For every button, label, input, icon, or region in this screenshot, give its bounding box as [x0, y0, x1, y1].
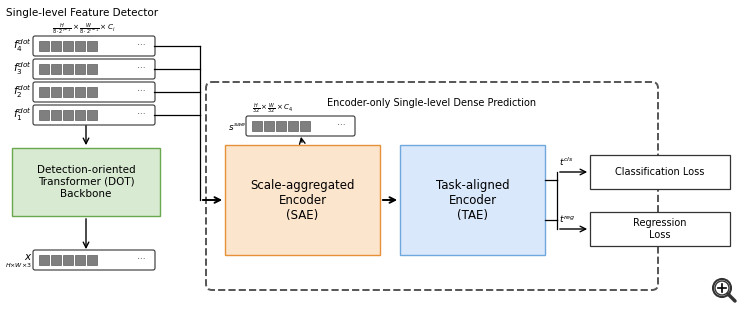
Bar [39, 64, 49, 74]
Text: $t^{reg}$: $t^{reg}$ [559, 213, 575, 225]
Bar [63, 110, 73, 120]
Bar [300, 121, 310, 131]
Bar [75, 87, 85, 97]
Text: Detection-oriented
Transformer (DOT)
Backbone: Detection-oriented Transformer (DOT) Bac… [37, 165, 135, 199]
FancyBboxPatch shape [33, 59, 155, 79]
Bar [276, 121, 286, 131]
Text: $H{\times}W{\times}3$: $H{\times}W{\times}3$ [5, 261, 32, 269]
FancyBboxPatch shape [33, 105, 155, 125]
Text: $x$: $x$ [23, 252, 32, 262]
Bar [87, 41, 97, 51]
Bar [51, 87, 61, 97]
Bar [75, 255, 85, 265]
Bar [51, 255, 61, 265]
FancyBboxPatch shape [33, 82, 155, 102]
Text: ···: ··· [136, 65, 146, 74]
Text: $\frac{H}{32} \times \frac{W}{32} \times C_4$: $\frac{H}{32} \times \frac{W}{32} \times… [252, 102, 293, 116]
Text: ···: ··· [337, 121, 345, 130]
Text: $t^{cls}$: $t^{cls}$ [559, 156, 574, 168]
Text: $\frac{H}{8 \cdot 2^{i-1}} \times \frac{W}{8 \cdot 2^{i-1}} \times C_i$: $\frac{H}{8 \cdot 2^{i-1}} \times \frac{… [52, 22, 116, 37]
Bar [75, 110, 85, 120]
Bar [39, 255, 49, 265]
Bar [39, 87, 49, 97]
FancyBboxPatch shape [225, 145, 380, 255]
Text: ···: ··· [136, 87, 146, 96]
Text: Single-level Feature Detector: Single-level Feature Detector [6, 8, 158, 18]
Bar [63, 87, 73, 97]
Text: Regression
Loss: Regression Loss [633, 218, 687, 240]
FancyBboxPatch shape [590, 212, 730, 246]
Bar [87, 64, 97, 74]
Bar [39, 110, 49, 120]
Text: Encoder-only Single-level Dense Prediction: Encoder-only Single-level Dense Predicti… [328, 98, 536, 108]
Bar [75, 64, 85, 74]
Bar [39, 41, 49, 51]
Text: $f_1^{dot}$: $f_1^{dot}$ [13, 107, 32, 124]
Bar [51, 110, 61, 120]
Bar [63, 64, 73, 74]
Bar [87, 87, 97, 97]
FancyBboxPatch shape [590, 155, 730, 189]
Text: $f_3^{dot}$: $f_3^{dot}$ [13, 61, 32, 77]
FancyBboxPatch shape [12, 148, 160, 216]
Bar [63, 255, 73, 265]
Bar [252, 121, 262, 131]
FancyBboxPatch shape [33, 250, 155, 270]
Bar [51, 64, 61, 74]
FancyBboxPatch shape [246, 116, 355, 136]
Text: ···: ··· [136, 41, 146, 51]
Bar [87, 255, 97, 265]
Text: Task-aligned
Encoder
(TAE): Task-aligned Encoder (TAE) [436, 178, 509, 222]
Bar [87, 110, 97, 120]
FancyBboxPatch shape [33, 36, 155, 56]
Bar [75, 41, 85, 51]
Text: $f_2^{dot}$: $f_2^{dot}$ [13, 84, 32, 100]
Circle shape [713, 279, 731, 297]
Bar [63, 41, 73, 51]
Bar [51, 41, 61, 51]
Text: $s^{sae}$: $s^{sae}$ [228, 120, 246, 131]
Text: $f_4^{dot}$: $f_4^{dot}$ [13, 38, 32, 54]
FancyBboxPatch shape [400, 145, 545, 255]
Bar [264, 121, 274, 131]
Text: ···: ··· [136, 256, 146, 265]
Bar [288, 121, 298, 131]
Text: ···: ··· [136, 110, 146, 119]
Text: Scale-aggregated
Encoder
(SAE): Scale-aggregated Encoder (SAE) [251, 178, 355, 222]
Text: Classification Loss: Classification Loss [615, 167, 705, 177]
